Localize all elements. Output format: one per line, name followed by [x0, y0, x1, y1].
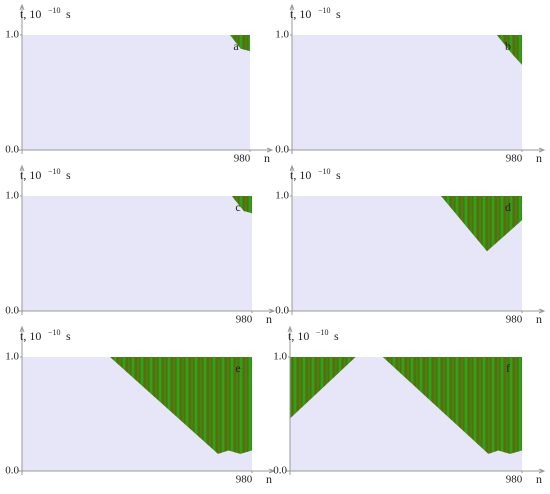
- x-axis: [286, 468, 546, 474]
- panel: 0.0 1.0 980 n t, 10 −10 s e: [5, 325, 276, 486]
- y-tick-label: 0.0: [275, 144, 289, 156]
- y-axis-label-unit: s: [66, 329, 71, 343]
- y-tick-label: 1.0: [5, 29, 19, 41]
- y-axis-label: t, 10: [20, 168, 41, 182]
- y-tick-label: 0.0: [5, 465, 19, 477]
- panel: 0.0 1.0 980 n t, 10 −10 s b: [275, 3, 546, 165]
- y-axis: [19, 3, 25, 154]
- y-tick-label: 0.0: [275, 305, 289, 317]
- area-texture: [496, 35, 522, 65]
- y-axis-label-exponent: −10: [48, 167, 61, 176]
- y-axis-label-exponent: −10: [48, 6, 61, 15]
- plot-area: [22, 35, 250, 150]
- plot-area: [22, 196, 252, 311]
- area-texture: [229, 35, 250, 52]
- panel-label: b: [505, 39, 511, 53]
- y-tick-label: 1.0: [5, 190, 19, 202]
- y-axis: [289, 3, 295, 154]
- x-axis: [18, 147, 274, 153]
- y-axis-label-unit: s: [66, 168, 71, 182]
- x-axis-label: n: [266, 312, 272, 326]
- y-axis-label-exponent: −10: [318, 6, 331, 15]
- panel-label: e: [235, 361, 240, 375]
- x-axis-label: n: [266, 472, 272, 486]
- y-axis: [289, 164, 295, 315]
- y-axis-label-unit: s: [336, 168, 341, 182]
- x-axis: [288, 308, 546, 314]
- y-axis-label: t, 10: [290, 168, 311, 182]
- y-tick-label: 0.0: [273, 465, 287, 477]
- x-axis: [288, 147, 546, 153]
- y-axis-label-unit: s: [336, 7, 341, 21]
- y-axis: [19, 325, 25, 475]
- plot-area: [292, 35, 522, 150]
- x-tick-label: 980: [236, 474, 253, 486]
- y-axis: [19, 164, 25, 315]
- x-tick-label: 980: [506, 474, 523, 486]
- panel: 0.0 1.0 980 n t, 10 −10 s d: [275, 164, 546, 326]
- area-texture: [441, 196, 522, 252]
- y-tick-label: 1.0: [275, 190, 289, 202]
- x-tick-label: 980: [234, 153, 251, 165]
- y-axis-label: t, 10: [288, 329, 309, 343]
- area-texture: [231, 196, 252, 214]
- y-axis-label: t, 10: [20, 7, 41, 21]
- panel-label: d: [505, 200, 511, 214]
- area-texture: [290, 357, 356, 419]
- x-tick-label: 980: [506, 153, 523, 165]
- panel: 0.0 1.0 980 n t, 10 −10 s c: [5, 164, 276, 326]
- x-axis-label: n: [264, 151, 270, 165]
- panel-label: f: [506, 361, 510, 375]
- area-texture: [382, 357, 522, 454]
- panel: 0.0 1.0 980 n t, 10 −10 s f: [273, 325, 546, 486]
- x-axis: [18, 468, 276, 474]
- x-tick-label: 980: [236, 314, 253, 326]
- y-tick-label: 1.0: [273, 351, 287, 363]
- x-tick-label: 980: [506, 314, 523, 326]
- y-axis-label: t, 10: [290, 7, 311, 21]
- panel: 0.0 1.0 980 n t, 10 −10 s a: [5, 3, 274, 165]
- x-axis-label: n: [536, 151, 542, 165]
- y-axis-label-exponent: −10: [316, 328, 329, 337]
- x-axis-label: n: [536, 472, 542, 486]
- panel-label: c: [235, 200, 240, 214]
- y-axis-label: t, 10: [20, 329, 41, 343]
- y-axis-label-unit: s: [66, 7, 71, 21]
- y-tick-label: 1.0: [275, 29, 289, 41]
- y-tick-label: 0.0: [5, 305, 19, 317]
- y-tick-label: 1.0: [5, 351, 19, 363]
- area-texture: [110, 357, 253, 454]
- x-axis-label: n: [536, 312, 542, 326]
- panel-label: a: [233, 39, 239, 53]
- y-axis-label-exponent: −10: [318, 167, 331, 176]
- y-axis: [287, 325, 293, 475]
- x-axis: [18, 308, 276, 314]
- y-tick-label: 0.0: [5, 144, 19, 156]
- y-axis-label-unit: s: [334, 329, 339, 343]
- y-axis-label-exponent: −10: [48, 328, 61, 337]
